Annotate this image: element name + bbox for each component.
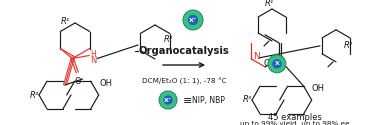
Text: R³: R³ (29, 90, 39, 100)
Text: N: N (253, 52, 260, 61)
Text: X⁺: X⁺ (164, 98, 172, 102)
Text: R¹: R¹ (265, 0, 274, 8)
Circle shape (188, 15, 198, 25)
Circle shape (272, 59, 282, 69)
Text: 45 examples: 45 examples (268, 114, 322, 122)
Text: O: O (263, 59, 270, 68)
Text: H: H (90, 50, 96, 59)
Text: R³: R³ (243, 96, 252, 104)
Text: R²: R² (164, 36, 173, 44)
Text: OH: OH (99, 79, 113, 88)
Text: N: N (90, 56, 96, 65)
Text: ≡: ≡ (183, 96, 192, 106)
Text: NIP, NBP: NIP, NBP (192, 96, 225, 106)
Text: R¹: R¹ (61, 17, 70, 26)
Circle shape (163, 95, 173, 105)
Text: OH: OH (312, 84, 325, 93)
Text: DCM/Et₂O (1: 1), -78 °C: DCM/Et₂O (1: 1), -78 °C (142, 77, 226, 85)
Circle shape (268, 55, 286, 73)
Circle shape (183, 10, 203, 30)
Text: up to 99% yield, up to 98% ee: up to 99% yield, up to 98% ee (240, 121, 350, 125)
Circle shape (159, 91, 177, 109)
Text: Organocatalysis: Organocatalysis (139, 46, 229, 56)
Text: O: O (75, 78, 82, 86)
Text: R²: R² (344, 41, 353, 50)
Text: X⁺: X⁺ (189, 18, 197, 22)
Text: X: X (274, 61, 279, 66)
